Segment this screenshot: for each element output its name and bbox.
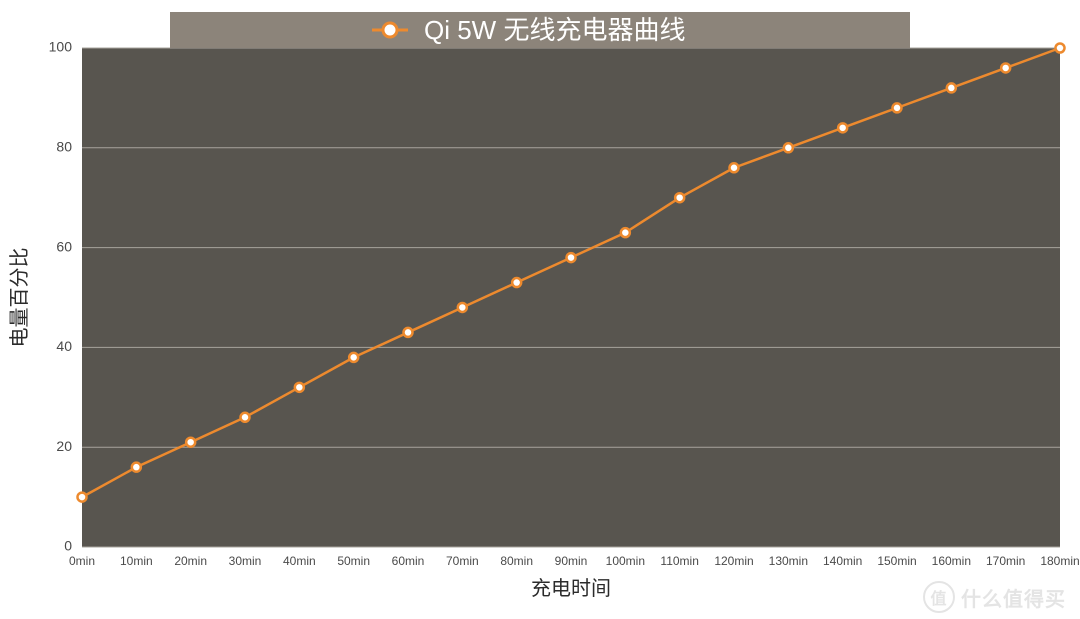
x-tick-label: 90min [555, 554, 588, 568]
data-marker [512, 278, 521, 287]
x-tick-label: 30min [229, 554, 262, 568]
x-tick-label: 170min [986, 554, 1025, 568]
x-tick-label: 100min [606, 554, 645, 568]
data-marker [1056, 44, 1065, 53]
x-axis-label: 充电时间 [531, 577, 611, 600]
x-tick-label: 160min [932, 554, 971, 568]
y-tick-label: 60 [56, 238, 72, 254]
data-marker [132, 463, 141, 472]
data-marker [893, 103, 902, 112]
y-tick-label: 80 [56, 139, 72, 155]
x-tick-label: 60min [392, 554, 425, 568]
x-tick-label: 110min [660, 554, 698, 568]
data-marker [838, 123, 847, 132]
data-marker [295, 383, 304, 392]
data-marker [730, 163, 739, 172]
y-tick-label: 0 [64, 538, 72, 554]
data-marker [404, 328, 413, 337]
data-marker [947, 83, 956, 92]
x-tick-label: 180min [1040, 554, 1079, 568]
y-tick-label: 40 [56, 338, 72, 354]
chart-title: Qi 5W 无线充电器曲线 [424, 15, 685, 45]
data-marker [1001, 63, 1010, 72]
data-marker [241, 413, 250, 422]
y-tick-label: 100 [49, 39, 73, 55]
plot-area [82, 48, 1060, 547]
x-tick-label: 10min [120, 554, 153, 568]
x-tick-label: 50min [337, 554, 370, 568]
data-marker [567, 253, 576, 262]
data-marker [458, 303, 467, 312]
x-tick-label: 0min [69, 554, 95, 568]
data-marker [784, 143, 793, 152]
x-tick-label: 120min [714, 554, 753, 568]
x-tick-label: 20min [174, 554, 207, 568]
x-tick-label: 140min [823, 554, 862, 568]
legend-marker-icon [383, 23, 397, 37]
x-tick-label: 70min [446, 554, 479, 568]
x-tick-label: 80min [500, 554, 533, 568]
data-marker [675, 193, 684, 202]
data-marker [621, 228, 630, 237]
data-marker [349, 353, 358, 362]
charging-curve-chart: 0 20 40 60 80 100 0min 10min 20min 30min 40min 50mi… [0, 0, 1080, 619]
x-tick-label: 130min [769, 554, 808, 568]
data-marker [186, 438, 195, 447]
y-tick-label: 20 [56, 438, 72, 454]
x-tick-label: 150min [877, 554, 916, 568]
x-tick-label: 40min [283, 554, 316, 568]
data-marker [78, 493, 87, 502]
y-axis-label: 电量百分比 [8, 248, 31, 348]
